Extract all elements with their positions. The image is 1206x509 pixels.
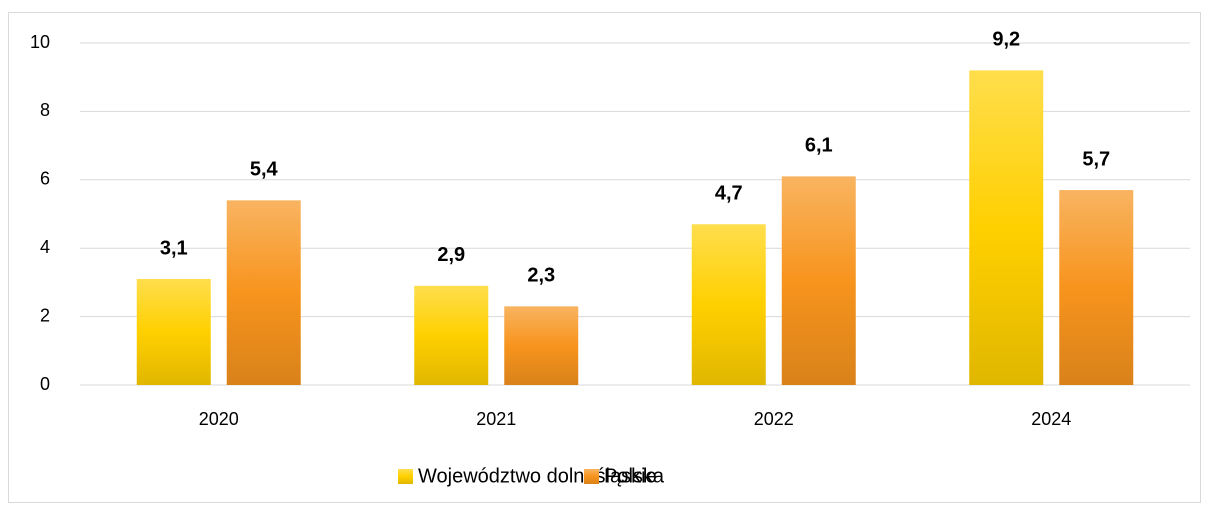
value-label: 5,7 <box>1082 148 1110 170</box>
x-tick-label: 2022 <box>754 409 794 429</box>
bar <box>1059 190 1134 385</box>
y-tick-label: 6 <box>40 169 50 189</box>
y-tick-label: 4 <box>40 237 50 257</box>
legend-label: Polska <box>604 465 665 487</box>
x-tick-label: 2024 <box>1031 409 1071 429</box>
x-tick-label: 2021 <box>476 409 516 429</box>
value-label: 6,1 <box>805 135 833 157</box>
bar <box>136 278 211 385</box>
bar <box>781 176 856 385</box>
x-tick-label: 2020 <box>199 409 239 429</box>
value-label: 5,4 <box>250 159 279 181</box>
y-tick-label: 10 <box>30 32 50 52</box>
value-label: 9,2 <box>992 29 1020 51</box>
value-label: 3,1 <box>160 237 188 259</box>
y-tick-label: 8 <box>40 100 50 120</box>
y-tick-label: 2 <box>40 305 50 325</box>
value-label: 2,9 <box>437 244 465 266</box>
bar <box>414 285 489 385</box>
bar <box>691 224 766 385</box>
bar <box>969 70 1044 386</box>
legend-swatch <box>584 469 599 484</box>
value-label: 2,3 <box>527 265 555 287</box>
bar <box>226 200 301 385</box>
value-label: 4,7 <box>715 183 743 205</box>
bar <box>504 306 579 385</box>
y-tick-label: 0 <box>40 374 50 394</box>
legend-swatch <box>398 469 413 484</box>
